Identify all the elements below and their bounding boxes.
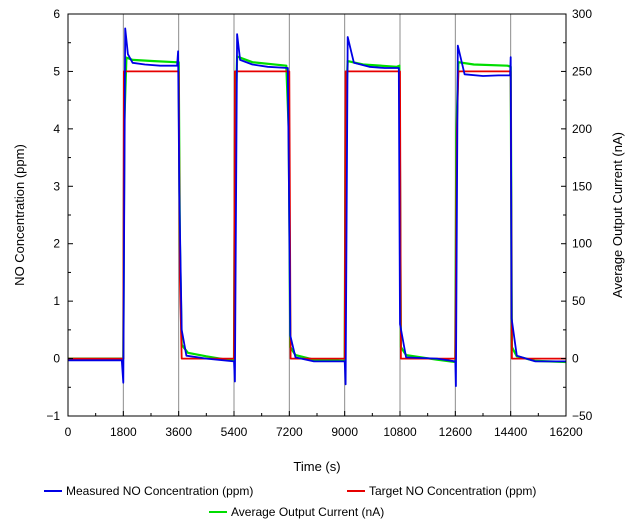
- x-tick-label: 16200: [549, 425, 583, 439]
- series-measured-no: [68, 27, 566, 388]
- y-left-tick-label: 6: [53, 7, 60, 21]
- x-axis-title: Time (s): [293, 459, 340, 474]
- x-tick-label: 10800: [383, 425, 417, 439]
- y-right-tick-label: 0: [572, 352, 579, 366]
- x-tick-label: 9000: [331, 425, 358, 439]
- x-tick-label: 0: [65, 425, 72, 439]
- y-right-tick-label: 50: [572, 294, 586, 308]
- x-tick-label: 3600: [165, 425, 192, 439]
- y-left-tick-label: 5: [53, 64, 60, 78]
- x-tick-label: 5400: [221, 425, 248, 439]
- y-left-tick-label: 2: [53, 237, 60, 251]
- y-left-tick-label: 1: [53, 294, 60, 308]
- y-left-tick-label: 0: [53, 352, 60, 366]
- y-right-tick-label: 150: [572, 179, 592, 193]
- y-axis-left-title: NO Concentration (ppm): [12, 144, 27, 286]
- legend-label-current: Average Output Current (nA): [231, 505, 384, 519]
- y-left-tick-label: −1: [46, 409, 60, 423]
- y-right-tick-label: 300: [572, 7, 592, 21]
- y-right-tick-label: 200: [572, 122, 592, 136]
- legend: Measured NO Concentration (ppm) Target N…: [44, 484, 536, 519]
- series-output-current: [68, 55, 567, 364]
- series-layer: [68, 27, 567, 388]
- y-right-tick-label: 100: [572, 237, 592, 251]
- x-tick-label: 1800: [110, 425, 137, 439]
- y-left-tick-label: 4: [53, 122, 60, 136]
- y-axis-right-title: Average Output Current (nA): [610, 132, 625, 298]
- x-tick-label: 7200: [276, 425, 303, 439]
- series-target-no: [68, 70, 566, 360]
- legend-label-measured: Measured NO Concentration (ppm): [66, 484, 253, 498]
- x-axis: 0 1800 3600 5400 7200 9000 10800 12600 14400 1620…: [65, 411, 583, 439]
- y-axis-right: −50 0 50 100 150 200 250 300: [561, 7, 593, 423]
- legend-label-target: Target NO Concentration (ppm): [369, 484, 536, 498]
- y-left-tick-label: 3: [53, 179, 60, 193]
- y-right-tick-label: 250: [572, 64, 592, 78]
- x-tick-label: 14400: [494, 425, 528, 439]
- x-tick-label: 12600: [439, 425, 473, 439]
- y-right-tick-label: −50: [572, 409, 593, 423]
- plot-frame: [67, 13, 567, 417]
- y-axis-left: −1 0 1 2 3 4 5 6: [46, 7, 73, 423]
